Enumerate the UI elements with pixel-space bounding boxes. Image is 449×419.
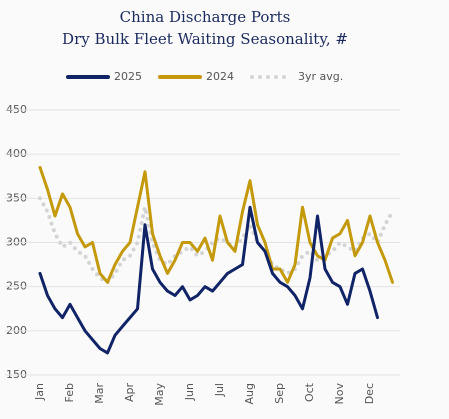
legend-label: 2025: [114, 70, 142, 83]
x-tick-label: Jun: [183, 383, 196, 401]
series-line: [38, 165, 394, 284]
x-tick-label: Nov: [333, 383, 346, 405]
x-tick-label: Feb: [63, 383, 76, 402]
x-tick-label: Oct: [303, 382, 316, 402]
x-tick-label: Sep: [273, 383, 286, 404]
x-tick-label: Apr: [123, 383, 136, 403]
x-tick-label: Mar: [93, 383, 106, 404]
x-tick-label: Jan: [33, 383, 46, 401]
chart-title: China Discharge Ports: [120, 8, 291, 26]
x-tick-label: Aug: [243, 383, 256, 404]
series-line: [38, 205, 379, 355]
chart-title: Dry Bulk Fleet Waiting Seasonality, #: [62, 30, 348, 48]
legend-label: 3yr avg.: [298, 70, 343, 83]
legend-label: 2024: [206, 70, 234, 83]
x-tick-label: Jul: [213, 383, 226, 397]
x-tick-label: May: [153, 383, 166, 406]
x-tick-label: Dec: [363, 383, 376, 404]
